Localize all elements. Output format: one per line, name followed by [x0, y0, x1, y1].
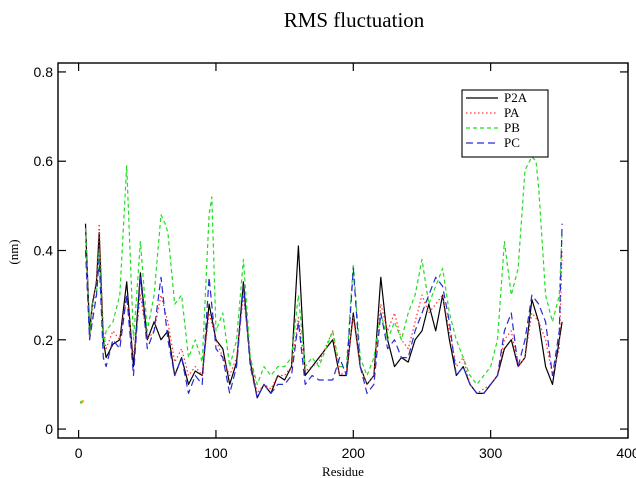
series-line-pb — [84, 156, 563, 385]
y-tick-label: 0.6 — [34, 153, 54, 169]
legend-label-p2a: P2A — [504, 90, 528, 105]
legend-label-pb: PB — [504, 120, 520, 135]
x-tick-label: 400 — [616, 445, 636, 461]
axis-ticks: 0 100 200 300 400 0 0.2 0.4 0.6 0.8 — [34, 63, 636, 461]
chart-title: RMS fluctuation — [284, 8, 425, 32]
y-tick-label: 0.2 — [34, 332, 54, 348]
legend-label-pc: PC — [504, 135, 520, 150]
legend-label-pa: PA — [504, 105, 520, 120]
y-tick-label: 0.8 — [34, 64, 54, 80]
x-tick-label: 100 — [204, 445, 228, 461]
x-tick-label: 200 — [342, 445, 366, 461]
legend-box — [461, 89, 549, 158]
series-line-pc — [84, 223, 563, 399]
stray-data-point — [81, 399, 85, 403]
x-tick-label: 0 — [75, 445, 83, 461]
y-axis-label: (nm) — [6, 239, 21, 264]
series-lines — [79, 156, 563, 404]
y-tick-label: 0.4 — [34, 243, 54, 259]
x-tick-label: 300 — [479, 445, 503, 461]
x-axis-label: Residue — [322, 464, 364, 478]
y-tick-label: 0 — [45, 421, 53, 437]
